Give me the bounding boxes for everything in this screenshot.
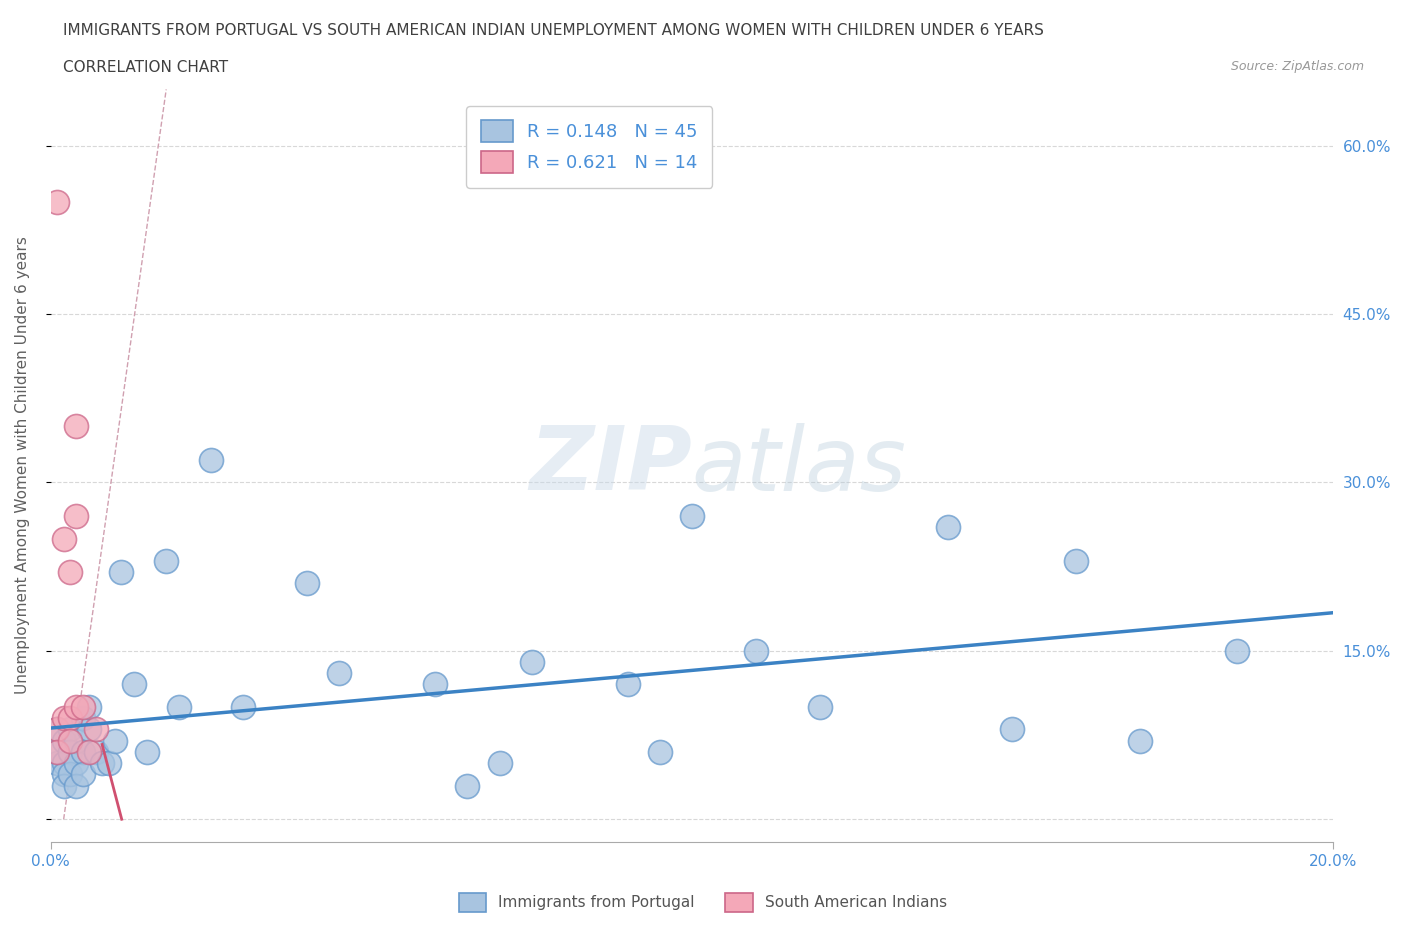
Point xyxy=(84,744,107,759)
Point xyxy=(155,553,177,568)
Point xyxy=(72,767,94,782)
Point xyxy=(46,756,69,771)
Point xyxy=(65,418,87,433)
Point xyxy=(52,531,75,546)
Point xyxy=(91,756,114,771)
Point xyxy=(52,767,75,782)
Point xyxy=(488,756,510,771)
Text: ZIP: ZIP xyxy=(529,422,692,509)
Point xyxy=(456,778,478,793)
Point xyxy=(297,576,319,591)
Point xyxy=(52,756,75,771)
Point xyxy=(72,699,94,714)
Point xyxy=(59,767,82,782)
Point xyxy=(104,733,127,748)
Legend: Immigrants from Portugal, South American Indians: Immigrants from Portugal, South American… xyxy=(453,887,953,918)
Point xyxy=(79,744,101,759)
Point xyxy=(745,644,768,658)
Text: Source: ZipAtlas.com: Source: ZipAtlas.com xyxy=(1230,60,1364,73)
Point xyxy=(97,756,120,771)
Point xyxy=(122,677,145,692)
Point xyxy=(65,699,87,714)
Point xyxy=(46,722,69,737)
Point xyxy=(936,520,959,535)
Point xyxy=(616,677,638,692)
Point xyxy=(46,744,69,759)
Point xyxy=(65,756,87,771)
Point xyxy=(425,677,447,692)
Point xyxy=(59,565,82,579)
Legend: R = 0.148   N = 45, R = 0.621   N = 14: R = 0.148 N = 45, R = 0.621 N = 14 xyxy=(465,106,713,188)
Point xyxy=(72,711,94,725)
Point xyxy=(65,778,87,793)
Text: IMMIGRANTS FROM PORTUGAL VS SOUTH AMERICAN INDIAN UNEMPLOYMENT AMONG WOMEN WITH : IMMIGRANTS FROM PORTUGAL VS SOUTH AMERIC… xyxy=(63,23,1045,38)
Point xyxy=(65,509,87,524)
Point xyxy=(52,733,75,748)
Point xyxy=(110,565,132,579)
Point xyxy=(1129,733,1152,748)
Point xyxy=(59,722,82,737)
Point xyxy=(72,744,94,759)
Point xyxy=(200,453,222,468)
Text: CORRELATION CHART: CORRELATION CHART xyxy=(63,60,228,75)
Text: atlas: atlas xyxy=(692,422,907,509)
Point xyxy=(1226,644,1249,658)
Point xyxy=(648,744,671,759)
Point xyxy=(79,699,101,714)
Point xyxy=(59,733,82,748)
Point xyxy=(520,655,543,670)
Point xyxy=(1001,722,1024,737)
Point xyxy=(46,744,69,759)
Point xyxy=(232,699,254,714)
Point xyxy=(65,733,87,748)
Y-axis label: Unemployment Among Women with Children Under 6 years: Unemployment Among Women with Children U… xyxy=(15,236,30,695)
Point xyxy=(46,194,69,209)
Point xyxy=(59,744,82,759)
Point xyxy=(52,778,75,793)
Point xyxy=(84,722,107,737)
Point xyxy=(167,699,190,714)
Point xyxy=(681,509,703,524)
Point xyxy=(79,722,101,737)
Point xyxy=(52,711,75,725)
Point xyxy=(46,722,69,737)
Point xyxy=(1066,553,1088,568)
Point xyxy=(59,711,82,725)
Point xyxy=(808,699,831,714)
Point xyxy=(136,744,159,759)
Point xyxy=(328,666,350,681)
